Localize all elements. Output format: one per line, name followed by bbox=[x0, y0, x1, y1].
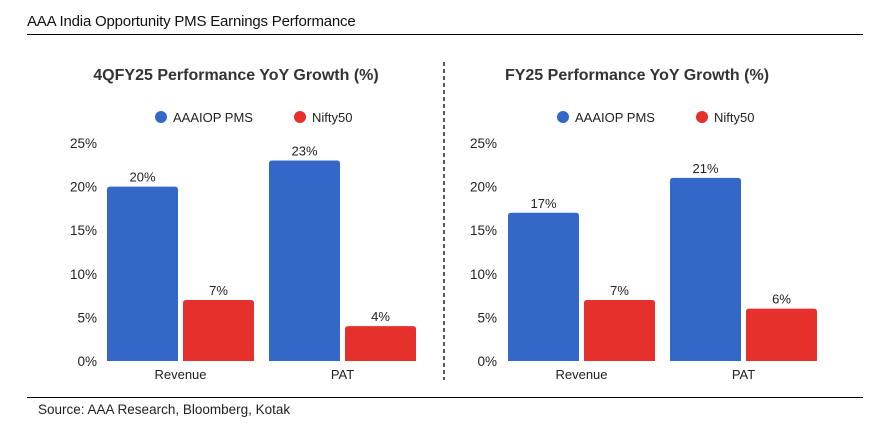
y-tick-label: 10% bbox=[70, 267, 97, 282]
chart-4qfy25: 4QFY25 Performance YoY Growth (%) AAAIOP … bbox=[70, 67, 416, 382]
bar-nifty-pat bbox=[345, 326, 416, 361]
page-title: AAA India Opportunity PMS Earnings Perfo… bbox=[27, 13, 356, 30]
legend-swatch-pms bbox=[557, 111, 569, 123]
chart-title: 4QFY25 Performance YoY Growth (%) bbox=[93, 67, 378, 84]
bar-nifty-revenue bbox=[584, 299, 655, 361]
bar-pms-pat bbox=[670, 177, 741, 361]
y-tick-label: 10% bbox=[470, 267, 497, 282]
y-tick-label: 15% bbox=[70, 223, 97, 238]
data-label: 23% bbox=[291, 143, 317, 158]
legend-swatch-pms bbox=[155, 111, 167, 123]
y-tick-label: 20% bbox=[70, 180, 97, 195]
legend-label-pms: AAAIOP PMS bbox=[575, 110, 655, 125]
top-divider bbox=[27, 34, 863, 35]
y-tick-label: 25% bbox=[70, 136, 97, 151]
legend-label-pms: AAAIOP PMS bbox=[173, 110, 253, 125]
x-category-label: Revenue bbox=[555, 367, 607, 382]
legend-label-nifty: Nifty50 bbox=[312, 110, 352, 125]
data-label: 17% bbox=[530, 196, 556, 211]
bottom-divider bbox=[27, 397, 863, 398]
y-tick-label: 20% bbox=[470, 180, 497, 195]
y-tick-label: 0% bbox=[77, 354, 97, 369]
data-label: 20% bbox=[129, 170, 155, 185]
legend-swatch-nifty bbox=[294, 111, 306, 123]
data-label: 21% bbox=[692, 161, 718, 176]
legend-swatch-nifty bbox=[696, 111, 708, 123]
x-category-label: Revenue bbox=[154, 367, 206, 382]
chart-fy25: FY25 Performance YoY Growth (%) AAAIOP PM… bbox=[470, 67, 817, 382]
bar-pms-revenue bbox=[107, 186, 178, 361]
y-tick-label: 5% bbox=[77, 310, 97, 325]
data-label: 7% bbox=[209, 283, 228, 298]
bar-pms-revenue bbox=[508, 212, 579, 361]
y-tick-label: 0% bbox=[477, 354, 497, 369]
x-category-label: PAT bbox=[331, 367, 354, 382]
bar-nifty-pat bbox=[746, 308, 817, 361]
bar-nifty-revenue bbox=[183, 299, 254, 361]
data-label: 4% bbox=[371, 309, 390, 324]
legend-label-nifty: Nifty50 bbox=[714, 110, 754, 125]
y-tick-label: 15% bbox=[470, 223, 497, 238]
data-label: 6% bbox=[772, 292, 791, 307]
data-label: 7% bbox=[610, 283, 629, 298]
bar-pms-pat bbox=[269, 160, 340, 361]
y-tick-label: 25% bbox=[470, 136, 497, 151]
chart-title: FY25 Performance YoY Growth (%) bbox=[505, 67, 769, 84]
y-tick-label: 5% bbox=[477, 310, 497, 325]
x-category-label: PAT bbox=[732, 367, 755, 382]
source-note: Source: AAA Research, Bloomberg, Kotak bbox=[38, 402, 291, 417]
